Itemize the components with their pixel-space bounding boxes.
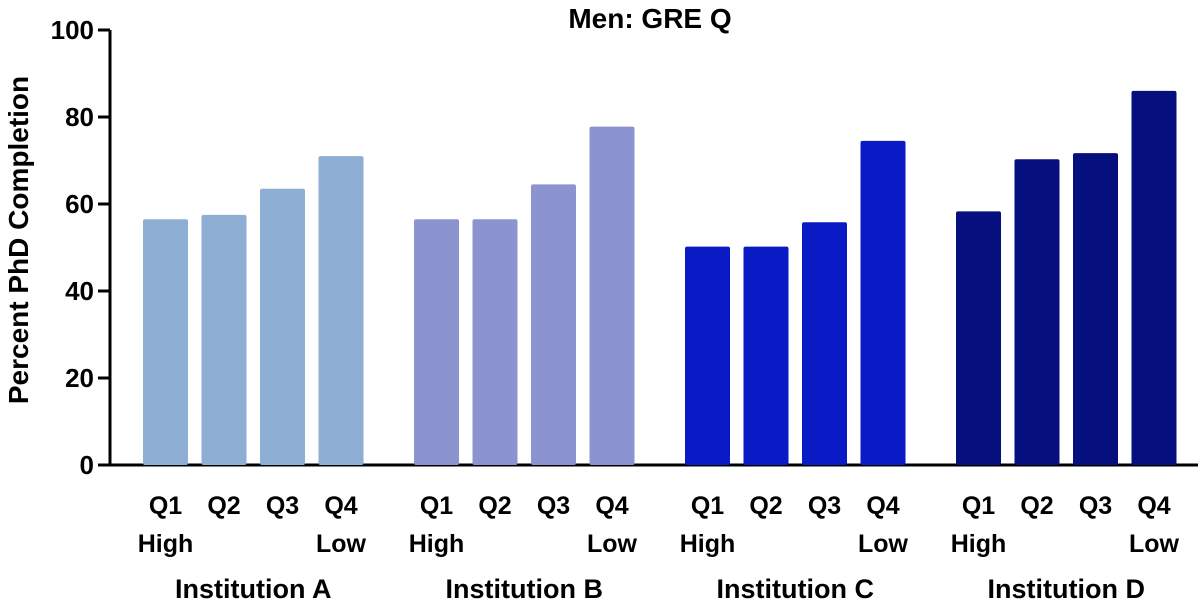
- bar-d-q2: [1014, 159, 1060, 465]
- x-tick-label: Q4: [1137, 492, 1170, 520]
- x-tick-label: Q1: [962, 492, 995, 520]
- x-tick-sublabel: High: [951, 530, 1007, 558]
- bars: [143, 90, 1177, 466]
- x-tick-label: Q4: [324, 492, 357, 520]
- group-label: Institution D: [988, 574, 1145, 604]
- y-axis-label: Percent PhD Completion: [3, 76, 34, 404]
- group-labels: Institution A Institution B Institution C I…: [175, 574, 1145, 604]
- bar-b-q3: [531, 184, 576, 466]
- bar-a-q4: [318, 156, 364, 465]
- x-tick-sublabel: High: [680, 530, 736, 558]
- x-tick-labels: Q1 High Q2 Q3 Q4 Low Q1 High Q2 Q3 Q4 Low Q1 High Q2 Q3…: [138, 492, 1180, 558]
- bar-c-q4: [860, 140, 906, 466]
- group-label: Institution B: [446, 574, 603, 604]
- x-tick-sublabel: Low: [858, 530, 909, 558]
- x-tick-label: Q3: [808, 492, 841, 520]
- y-ticks: 0 20 40 60 80 100: [51, 15, 110, 480]
- x-tick-sublabel: High: [409, 530, 465, 558]
- bar-b-q1: [414, 219, 459, 465]
- bar-a-q1: [143, 219, 188, 465]
- x-tick-label: Q1: [691, 492, 724, 520]
- x-tick-label: Q2: [1020, 492, 1053, 520]
- x-tick-label: Q4: [595, 492, 628, 520]
- bar-d-q3: [1073, 153, 1118, 466]
- x-tick-label: Q2: [478, 492, 511, 520]
- group-label: Institution A: [175, 574, 331, 604]
- x-tick-sublabel: Low: [1129, 530, 1180, 558]
- bar-b-q2: [472, 219, 518, 465]
- bar-a-q2: [201, 214, 247, 465]
- x-tick-label: Q3: [1079, 492, 1112, 520]
- x-tick-label: Q1: [420, 492, 453, 520]
- bar-c-q2: [743, 246, 789, 465]
- y-tick-label: 80: [65, 102, 94, 132]
- x-tick-label: Q2: [207, 492, 240, 520]
- x-tick-sublabel: Low: [316, 530, 367, 558]
- bar-d-q1: [956, 211, 1001, 465]
- x-tick-sublabel: High: [138, 530, 194, 558]
- y-tick-label: 0: [80, 450, 94, 480]
- x-tick-sublabel: Low: [587, 530, 638, 558]
- bar-c-q3: [802, 222, 847, 465]
- y-tick-label: 20: [65, 363, 94, 393]
- group-label: Institution C: [717, 574, 874, 604]
- x-tick-label: Q3: [266, 492, 299, 520]
- bar-b-q4: [589, 126, 635, 465]
- y-tick-label: 40: [65, 276, 94, 306]
- x-tick-label: Q4: [866, 492, 899, 520]
- bar-c-q1: [685, 246, 730, 465]
- y-tick-label: 100: [51, 15, 94, 45]
- chart-title: Men: GRE Q: [568, 3, 731, 34]
- bar-d-q4: [1131, 90, 1177, 466]
- x-tick-label: Q3: [537, 492, 570, 520]
- x-tick-label: Q1: [149, 492, 182, 520]
- x-tick-label: Q2: [749, 492, 782, 520]
- y-tick-label: 60: [65, 189, 94, 219]
- bar-a-q3: [260, 188, 305, 465]
